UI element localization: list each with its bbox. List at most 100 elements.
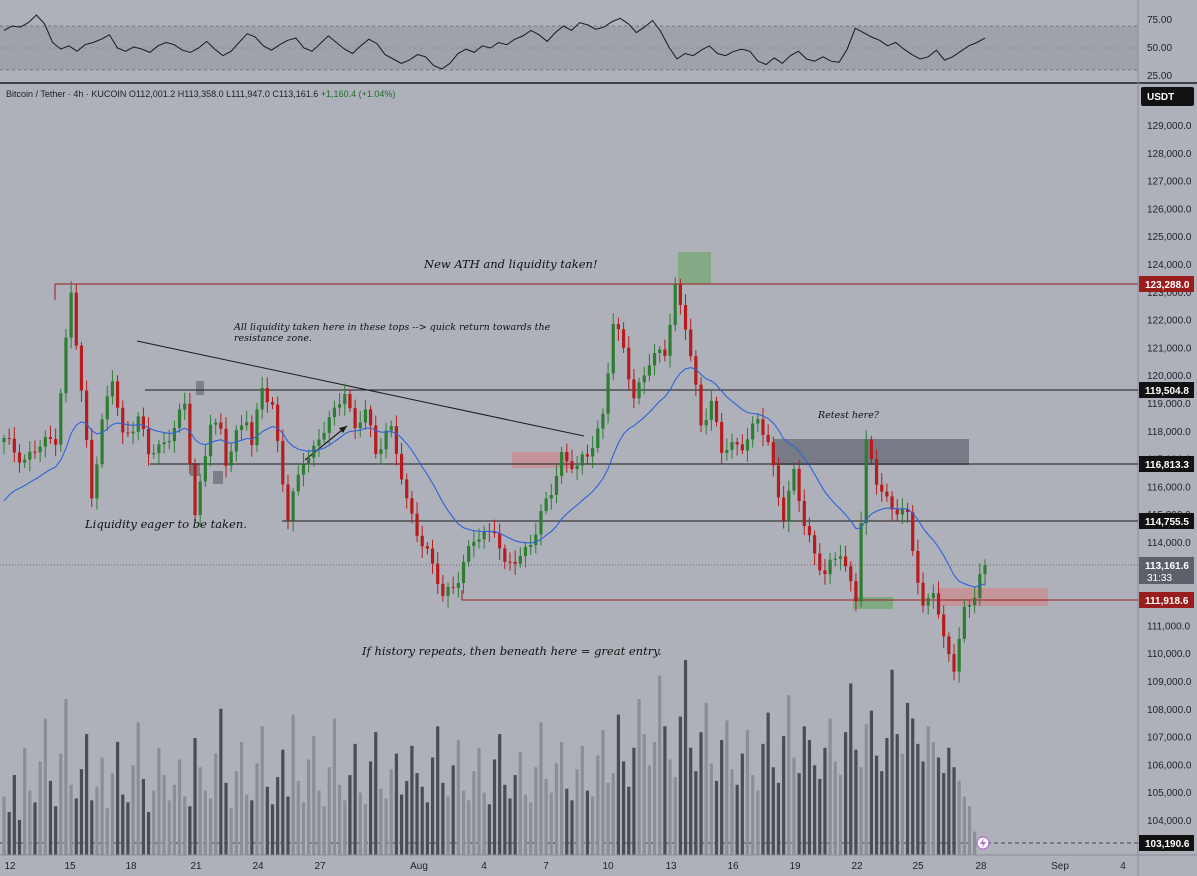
volume-bar bbox=[183, 796, 187, 855]
candle-body bbox=[905, 509, 910, 513]
candle-body bbox=[549, 494, 553, 499]
candle-body bbox=[714, 400, 719, 422]
candle-body bbox=[436, 563, 440, 584]
time-tick: Sep bbox=[1051, 861, 1069, 872]
candle-body bbox=[338, 404, 342, 408]
volume-bar bbox=[962, 796, 966, 855]
tag-119504: 119,504.8 bbox=[1145, 386, 1189, 397]
candle-body bbox=[843, 556, 848, 567]
candle-body bbox=[740, 444, 744, 451]
descending-trendline bbox=[136, 340, 585, 437]
annotation-all-liquidity-2: resistance zone. bbox=[234, 333, 312, 344]
candle-body bbox=[828, 559, 832, 575]
tag-123288: 123,288.0 bbox=[1145, 280, 1190, 291]
price-axis[interactable]: 129,000.0 128,000.0 127,000.0 126,000.0 125,… bbox=[1147, 121, 1192, 827]
time-axis[interactable]: 12 15 18 21 24 27 Aug 4 7 10 13 16 19 22 25 28 Sep 4 bbox=[4, 861, 1126, 872]
price-tick: 121,000.0 bbox=[1147, 343, 1192, 354]
candle-body bbox=[792, 468, 796, 491]
candle-body bbox=[307, 457, 311, 465]
candle-body bbox=[100, 419, 104, 465]
tag-111918: 111,918.6 bbox=[1145, 596, 1189, 607]
volume-bar bbox=[487, 804, 491, 855]
volume-bar bbox=[952, 767, 956, 855]
volume-bar bbox=[177, 759, 182, 855]
candle-body bbox=[554, 475, 559, 495]
legend-low: L111,947.0 bbox=[226, 89, 270, 99]
volume-bar bbox=[859, 767, 863, 855]
volume-bars bbox=[2, 660, 977, 855]
candle-body bbox=[580, 454, 584, 466]
candle-body bbox=[467, 546, 471, 562]
volume-bar bbox=[539, 722, 543, 855]
candle-body bbox=[606, 373, 610, 414]
candle-body bbox=[513, 561, 517, 564]
volume-bar bbox=[694, 771, 698, 855]
currency-button-bg[interactable] bbox=[1141, 87, 1194, 106]
symbol-legend[interactable]: Bitcoin / Tether · 4h · KUCOIN O112,001.… bbox=[6, 89, 395, 99]
time-tick: 19 bbox=[789, 861, 801, 872]
volume-bar bbox=[947, 747, 951, 855]
candle-body bbox=[565, 451, 569, 462]
candle-body bbox=[720, 421, 724, 453]
volume-bar bbox=[38, 761, 42, 855]
candle-body bbox=[332, 407, 337, 418]
volume-bar bbox=[523, 794, 528, 855]
candle-body bbox=[353, 408, 357, 429]
arrow-head bbox=[339, 426, 347, 433]
candle-body bbox=[260, 387, 264, 410]
candle-body bbox=[802, 501, 806, 527]
tag-116813-bg bbox=[1139, 456, 1194, 472]
volume-bar bbox=[152, 790, 156, 855]
volume-bar bbox=[916, 743, 920, 855]
candle-body bbox=[957, 638, 961, 672]
volume-bar bbox=[420, 786, 424, 855]
volume-bar bbox=[327, 767, 331, 855]
price-tick: 128,000.0 bbox=[1147, 149, 1192, 160]
candle-body bbox=[296, 474, 300, 492]
candle-body bbox=[683, 305, 688, 330]
volume-bar bbox=[936, 757, 941, 855]
volume-bar bbox=[146, 812, 151, 855]
candle-body bbox=[456, 583, 460, 588]
volume-bar bbox=[725, 720, 729, 855]
tag-111918-bg bbox=[1139, 592, 1194, 608]
volume-bar bbox=[554, 763, 559, 855]
candle-body bbox=[833, 558, 837, 560]
candle-body bbox=[286, 484, 290, 521]
candle-body bbox=[895, 509, 899, 515]
annotation-new-ath: New ATH and liquidity taken! bbox=[423, 257, 598, 271]
candle-body bbox=[214, 422, 218, 425]
gray-marker-3 bbox=[213, 471, 223, 484]
candle-body bbox=[492, 531, 497, 534]
volume-bar bbox=[776, 782, 781, 855]
volume-bar bbox=[482, 792, 486, 855]
currency-button[interactable]: USDT bbox=[1147, 92, 1174, 103]
volume-bar bbox=[28, 790, 32, 855]
volume-bar bbox=[606, 782, 610, 855]
time-tick: 15 bbox=[64, 861, 76, 872]
candle-body bbox=[694, 356, 698, 385]
candle-body bbox=[317, 439, 321, 446]
candle-body bbox=[12, 438, 16, 453]
candle-body bbox=[539, 510, 543, 535]
candle-body bbox=[379, 449, 383, 454]
volume-bar bbox=[823, 747, 827, 855]
volume-bar bbox=[343, 800, 347, 855]
candle-body bbox=[673, 284, 677, 325]
candle-body bbox=[890, 496, 894, 510]
candle-body bbox=[973, 597, 977, 606]
volume-bar bbox=[885, 738, 889, 855]
time-tick: 16 bbox=[727, 861, 739, 872]
volume-bar bbox=[43, 718, 47, 855]
candle-body bbox=[291, 491, 295, 521]
candle-body bbox=[874, 459, 879, 485]
volume-bar bbox=[833, 761, 837, 855]
volume-bar bbox=[276, 777, 280, 855]
tag-103190: 103,190.6 bbox=[1145, 839, 1190, 850]
tag-116813: 116,813.3 bbox=[1145, 460, 1189, 471]
volume-bar bbox=[405, 780, 409, 855]
volume-bar bbox=[658, 675, 662, 855]
candle-body bbox=[534, 534, 538, 546]
legend-change: +1,160.4 (+1.04%) bbox=[320, 89, 396, 99]
